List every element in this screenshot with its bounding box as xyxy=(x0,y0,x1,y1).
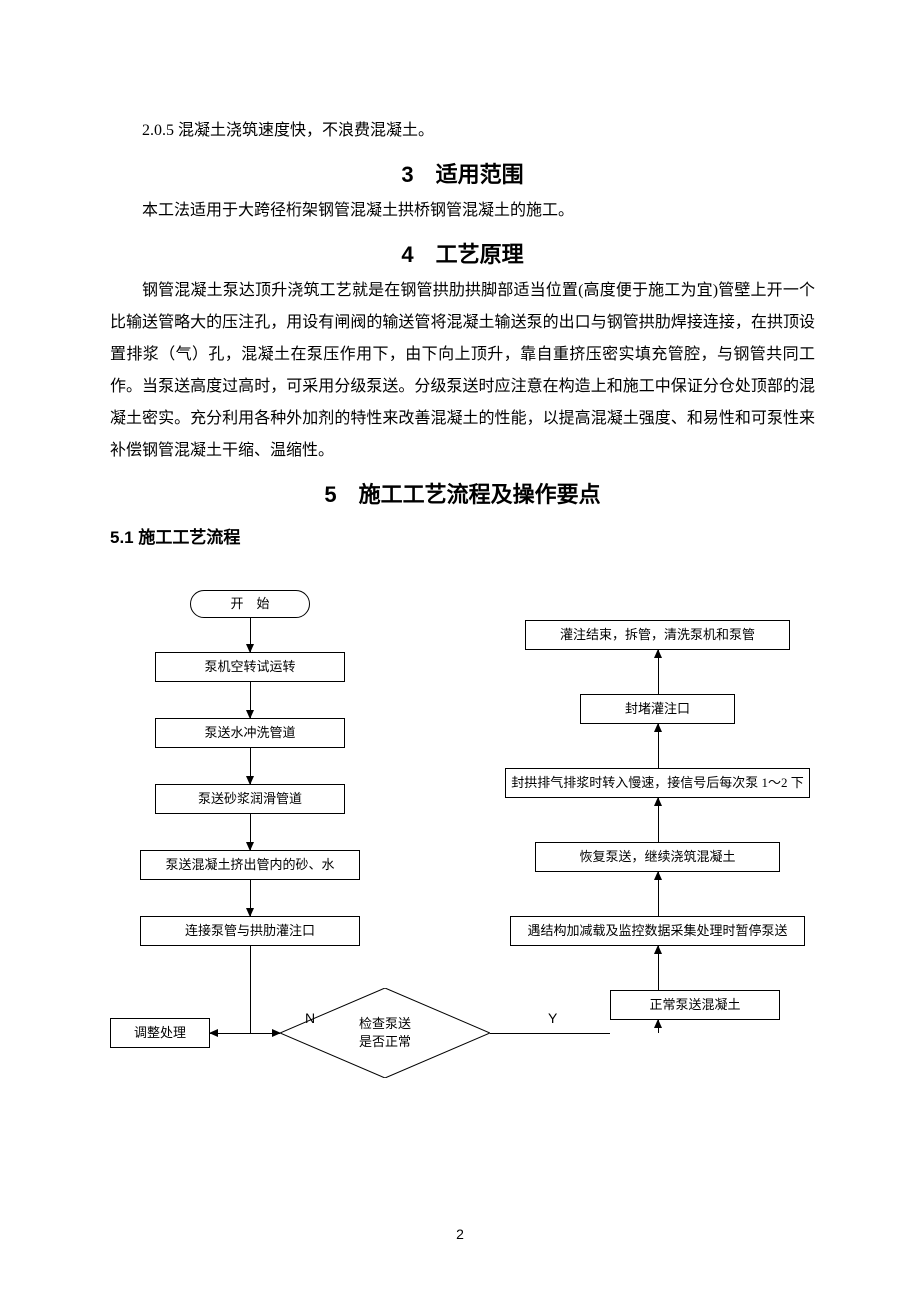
page-number: 2 xyxy=(0,1226,920,1242)
flow-edge xyxy=(658,1020,659,1033)
flow-node-r3: 恢复泵送，继续浇筑混凝土 xyxy=(535,842,780,872)
flow-node-adj: 调整处理 xyxy=(110,1018,210,1048)
flow-node-r2: 遇结构加减载及监控数据采集处理时暂停泵送 xyxy=(510,916,805,946)
flow-edge xyxy=(250,880,251,916)
flow-node-n1: 泵机空转试运转 xyxy=(155,652,345,682)
heading-4: 4 工艺原理 xyxy=(110,237,815,269)
flow-node-n5: 连接泵管与拱肋灌注口 xyxy=(140,916,360,946)
flow-edge xyxy=(490,1033,610,1034)
flow-edge xyxy=(658,650,659,694)
flow-edge xyxy=(658,724,659,768)
process-flowchart: 开 始泵机空转试运转泵送水冲洗管道泵送砂浆润滑管道泵送混凝土挤出管内的砂、水连接… xyxy=(110,590,810,1150)
flow-node-r5: 封堵灌注口 xyxy=(580,694,735,724)
flow-node-decision: 检查泵送是否正常 xyxy=(280,988,490,1078)
heading-3: 3 适用范围 xyxy=(110,157,815,189)
page: 2.0.5 混凝土浇筑速度快，不浪费混凝土。 3 适用范围 本工法适用于大跨径桁… xyxy=(0,0,920,1302)
flow-edge xyxy=(210,1033,280,1034)
flow-edge xyxy=(250,682,251,718)
flow-node-n4: 泵送混凝土挤出管内的砂、水 xyxy=(140,850,360,880)
flow-node-n2: 泵送水冲洗管道 xyxy=(155,718,345,748)
para-3: 本工法适用于大跨径桁架钢管混凝土拱桥钢管混凝土的施工。 xyxy=(110,195,815,227)
flow-edge-label: N xyxy=(305,1010,315,1026)
flow-edge-label: Y xyxy=(548,1010,557,1026)
flow-node-r6: 灌注结束，拆管，清洗泵机和泵管 xyxy=(525,620,790,650)
flow-node-r1: 正常泵送混凝土 xyxy=(610,990,780,1020)
flow-edge xyxy=(658,872,659,916)
para-2-0-5: 2.0.5 混凝土浇筑速度快，不浪费混凝土。 xyxy=(110,115,815,147)
flow-edge xyxy=(250,946,251,1033)
flow-edge xyxy=(658,946,659,990)
para-4: 钢管混凝土泵达顶升浇筑工艺就是在钢管拱肋拱脚部适当位置(高度便于施工为宜)管壁上… xyxy=(110,275,815,467)
flow-node-start: 开 始 xyxy=(190,590,310,618)
heading-5-1: 5.1 施工工艺流程 xyxy=(110,523,815,548)
flow-edge xyxy=(250,814,251,850)
flow-node-n3: 泵送砂浆润滑管道 xyxy=(155,784,345,814)
flow-edge xyxy=(250,748,251,784)
flow-node-r4: 封拱排气排浆时转入慢速，接信号后每次泵 1～2 下 xyxy=(505,768,810,798)
flow-edge xyxy=(250,618,251,652)
flow-edge xyxy=(658,798,659,842)
heading-5: 5 施工工艺流程及操作要点 xyxy=(110,477,815,509)
